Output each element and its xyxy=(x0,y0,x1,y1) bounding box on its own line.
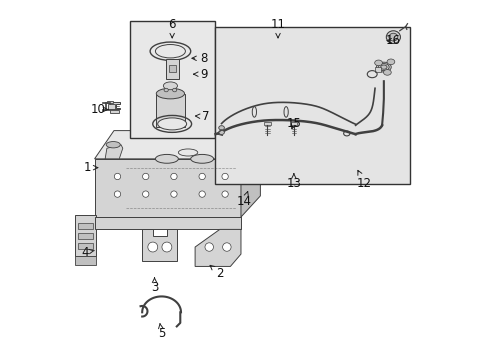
Circle shape xyxy=(162,242,171,252)
Circle shape xyxy=(142,173,148,180)
Ellipse shape xyxy=(218,126,224,130)
Ellipse shape xyxy=(388,33,397,41)
Polygon shape xyxy=(195,229,241,266)
Text: 6: 6 xyxy=(168,18,176,38)
Circle shape xyxy=(199,191,205,197)
Text: 8: 8 xyxy=(191,52,207,65)
Ellipse shape xyxy=(155,45,185,58)
Bar xyxy=(374,67,381,72)
Polygon shape xyxy=(75,256,96,265)
Ellipse shape xyxy=(155,154,178,163)
Text: 2: 2 xyxy=(210,265,223,280)
Circle shape xyxy=(170,173,177,180)
Text: 7: 7 xyxy=(195,110,209,123)
Text: 16: 16 xyxy=(385,34,399,47)
Text: 15: 15 xyxy=(286,117,301,130)
Bar xyxy=(168,65,175,72)
Polygon shape xyxy=(78,243,93,249)
Ellipse shape xyxy=(190,154,213,163)
Circle shape xyxy=(222,243,231,251)
Text: 13: 13 xyxy=(286,174,301,190)
Polygon shape xyxy=(105,145,122,159)
Ellipse shape xyxy=(380,65,386,69)
Ellipse shape xyxy=(158,118,186,130)
Circle shape xyxy=(142,191,148,197)
Circle shape xyxy=(147,242,158,252)
Text: 12: 12 xyxy=(356,170,371,190)
Bar xyxy=(290,122,296,125)
Ellipse shape xyxy=(376,62,390,72)
Ellipse shape xyxy=(386,59,394,65)
Polygon shape xyxy=(241,131,260,217)
Polygon shape xyxy=(94,159,241,217)
Polygon shape xyxy=(142,229,177,261)
Ellipse shape xyxy=(164,88,168,92)
Circle shape xyxy=(114,173,121,180)
Text: 14: 14 xyxy=(237,192,251,208)
Ellipse shape xyxy=(106,141,120,148)
Bar xyxy=(214,27,409,184)
Bar xyxy=(156,94,184,127)
Polygon shape xyxy=(110,102,120,109)
Bar xyxy=(107,104,114,109)
Ellipse shape xyxy=(178,149,197,156)
Text: 5: 5 xyxy=(158,324,165,340)
Ellipse shape xyxy=(378,64,388,71)
Polygon shape xyxy=(107,100,113,103)
Ellipse shape xyxy=(284,107,287,117)
Circle shape xyxy=(170,191,177,197)
Ellipse shape xyxy=(163,82,177,90)
Ellipse shape xyxy=(374,60,382,66)
Circle shape xyxy=(222,191,228,197)
Text: 11: 11 xyxy=(270,18,285,38)
Polygon shape xyxy=(94,131,260,159)
Circle shape xyxy=(114,191,121,197)
Bar xyxy=(264,122,270,125)
Polygon shape xyxy=(75,215,96,256)
Circle shape xyxy=(204,243,213,251)
Bar xyxy=(165,59,178,80)
Polygon shape xyxy=(109,110,119,113)
Text: 10: 10 xyxy=(90,103,108,116)
Ellipse shape xyxy=(252,107,256,117)
Ellipse shape xyxy=(218,130,224,135)
Ellipse shape xyxy=(386,31,400,44)
Text: 9: 9 xyxy=(193,68,207,81)
Polygon shape xyxy=(78,233,93,239)
Polygon shape xyxy=(78,224,93,229)
Ellipse shape xyxy=(156,88,184,99)
Text: 4: 4 xyxy=(81,246,94,259)
Polygon shape xyxy=(94,217,241,229)
Circle shape xyxy=(222,173,228,180)
Ellipse shape xyxy=(383,69,390,75)
Ellipse shape xyxy=(172,88,176,92)
Text: 1: 1 xyxy=(83,161,98,174)
Text: 3: 3 xyxy=(150,278,158,294)
Bar xyxy=(130,21,214,138)
Circle shape xyxy=(199,173,205,180)
